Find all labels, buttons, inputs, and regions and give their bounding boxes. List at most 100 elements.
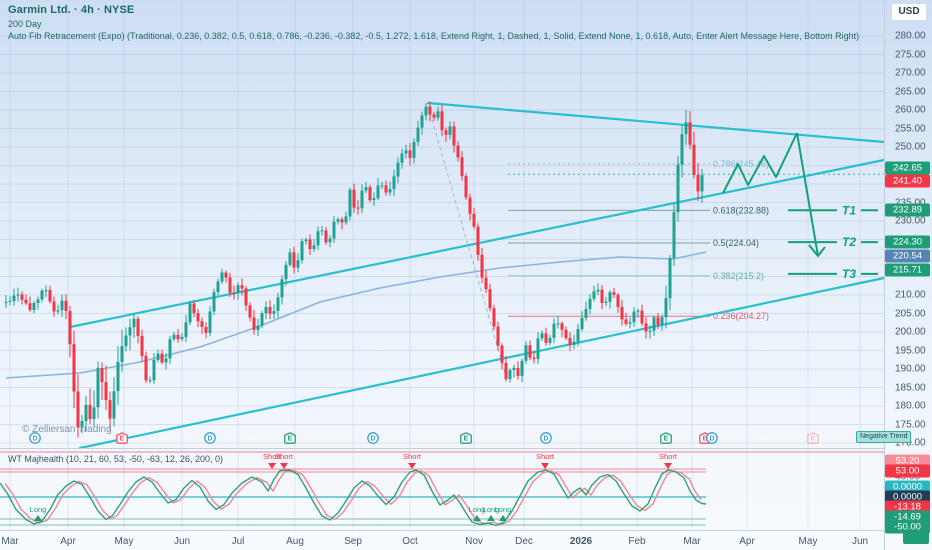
legend-ma-200day[interactable]: 200 Day [8,19,42,29]
dividend-marker-icon[interactable]: D [204,432,216,444]
candle-body [108,400,112,419]
candle-body [24,299,28,304]
short-signal-label: Short [659,452,678,461]
oscillator-legend[interactable]: WT Majhealth (10, 21, 60, 53, -50, -63, … [8,454,223,464]
target-label: T3 [842,267,856,281]
candle-body [692,144,696,176]
earnings-marker-icon[interactable]: E [460,432,472,444]
time-axis-label: Nov [465,536,483,547]
candle-body [536,338,540,360]
dividend-marker-icon[interactable]: D [540,432,552,444]
candle-body [488,289,492,309]
dividend-marker-icon[interactable]: D [706,432,718,444]
candle-body [80,420,84,428]
earnings-marker-icon[interactable]: E [284,432,296,444]
candle-body [44,290,48,292]
chart-legend[interactable]: Garmin Ltd. · 4h · NYSE 200 Day Auto Fib… [8,4,859,41]
candle-body [296,260,300,268]
projection-arrow-shaft[interactable] [796,132,819,257]
symbol-title[interactable]: Garmin Ltd. · 4h · NYSE [8,4,135,16]
candle-body [532,357,536,360]
short-signal-label: Short [403,452,422,461]
candle-body [500,345,504,363]
candle-body [116,361,120,392]
candle-body [260,313,264,326]
dividend-marker-shape [204,432,216,444]
candle-body [648,330,652,332]
candle-body [656,317,660,325]
fib-level-label: 0.5(224.04) [713,238,759,248]
time-axis-label: Jun [173,536,191,547]
earnings-marker-icon[interactable]: E [807,432,819,444]
candle-body [8,301,12,303]
candle-body [424,106,428,116]
time-axis-separator [0,530,884,531]
candle-body [344,216,348,223]
earnings-marker-icon[interactable]: E [660,432,672,444]
time-axis-label: Mar [683,536,701,547]
price-tick-label: 235.00 [895,197,926,208]
candle-body [408,150,412,158]
time-axis-label: May [114,536,134,547]
candle-body [400,153,404,163]
fib-baseline-dashed[interactable] [427,105,508,381]
time-axis-label: Aug [286,536,304,547]
candle-body [152,360,156,381]
projection-arrowhead [808,244,826,257]
price-badge: 232.89 [885,203,930,217]
candle-body [464,175,468,198]
earnings-marker-letter: E [811,436,816,443]
rising-channel-lower-trendline[interactable] [78,276,886,450]
candle-body [444,130,448,135]
legend-auto-fib[interactable]: Auto Fib Retracement (Expo) (Traditional… [8,31,860,41]
candle-body [12,295,16,302]
time-axis[interactable]: Mar Apr May Jun Jul Aug Sep Oct Nov Dec 2026 Feb Mar… [0,531,932,550]
price-badge: 53.00 [885,464,930,478]
projection-zigzag[interactable] [722,132,798,194]
candle-body [412,141,416,158]
candle-body [244,288,248,306]
candle-body [128,327,132,336]
candle-body [388,189,392,193]
currency-toggle-button[interactable]: USD [891,3,927,21]
price-tick-label: 200.00 [895,326,926,338]
candle-body [96,367,100,408]
price-badge: 53.20 [885,454,930,468]
candle-body [140,335,144,356]
dividend-marker-icon[interactable]: D [29,432,41,444]
candle-body [300,241,304,261]
candle-body [188,303,192,323]
candle-body [696,175,700,192]
time-axis-label: Jun [851,536,869,547]
candle-body [540,333,544,339]
candle-body [436,111,440,118]
time-axis-label: Oct [402,536,418,547]
time-axis-label: Feb [628,536,646,547]
price-tick-label: 170.00 [895,437,926,449]
candle-body [104,382,108,401]
descending-wedge-trendline[interactable] [426,101,886,144]
time-axis-label: Dec [515,536,533,547]
earnings-marker-icon[interactable]: E [116,432,128,444]
short-signal-triangle-icon [280,463,288,469]
earnings-marker-shape [284,432,296,444]
candle-body [356,207,360,209]
pane-separator[interactable] [0,448,884,449]
dividend-marker-icon[interactable]: D [367,432,379,444]
candle-body [252,317,256,330]
candle-body [688,122,692,145]
candle-body [272,311,276,314]
price-tick-label: 255.00 [895,123,926,134]
candle-body [72,344,76,392]
candle-body [676,164,680,213]
candle-body [620,307,624,320]
candle-body [48,290,52,302]
price-tick-label: 280.00 [895,30,926,42]
dividend-marker-letter: D [207,436,212,443]
candle-body [372,198,376,201]
candle-body [584,308,588,318]
dividend-marker-letter: D [543,436,548,443]
candle-body [636,310,640,312]
ma-200day-line[interactable] [5,251,707,379]
